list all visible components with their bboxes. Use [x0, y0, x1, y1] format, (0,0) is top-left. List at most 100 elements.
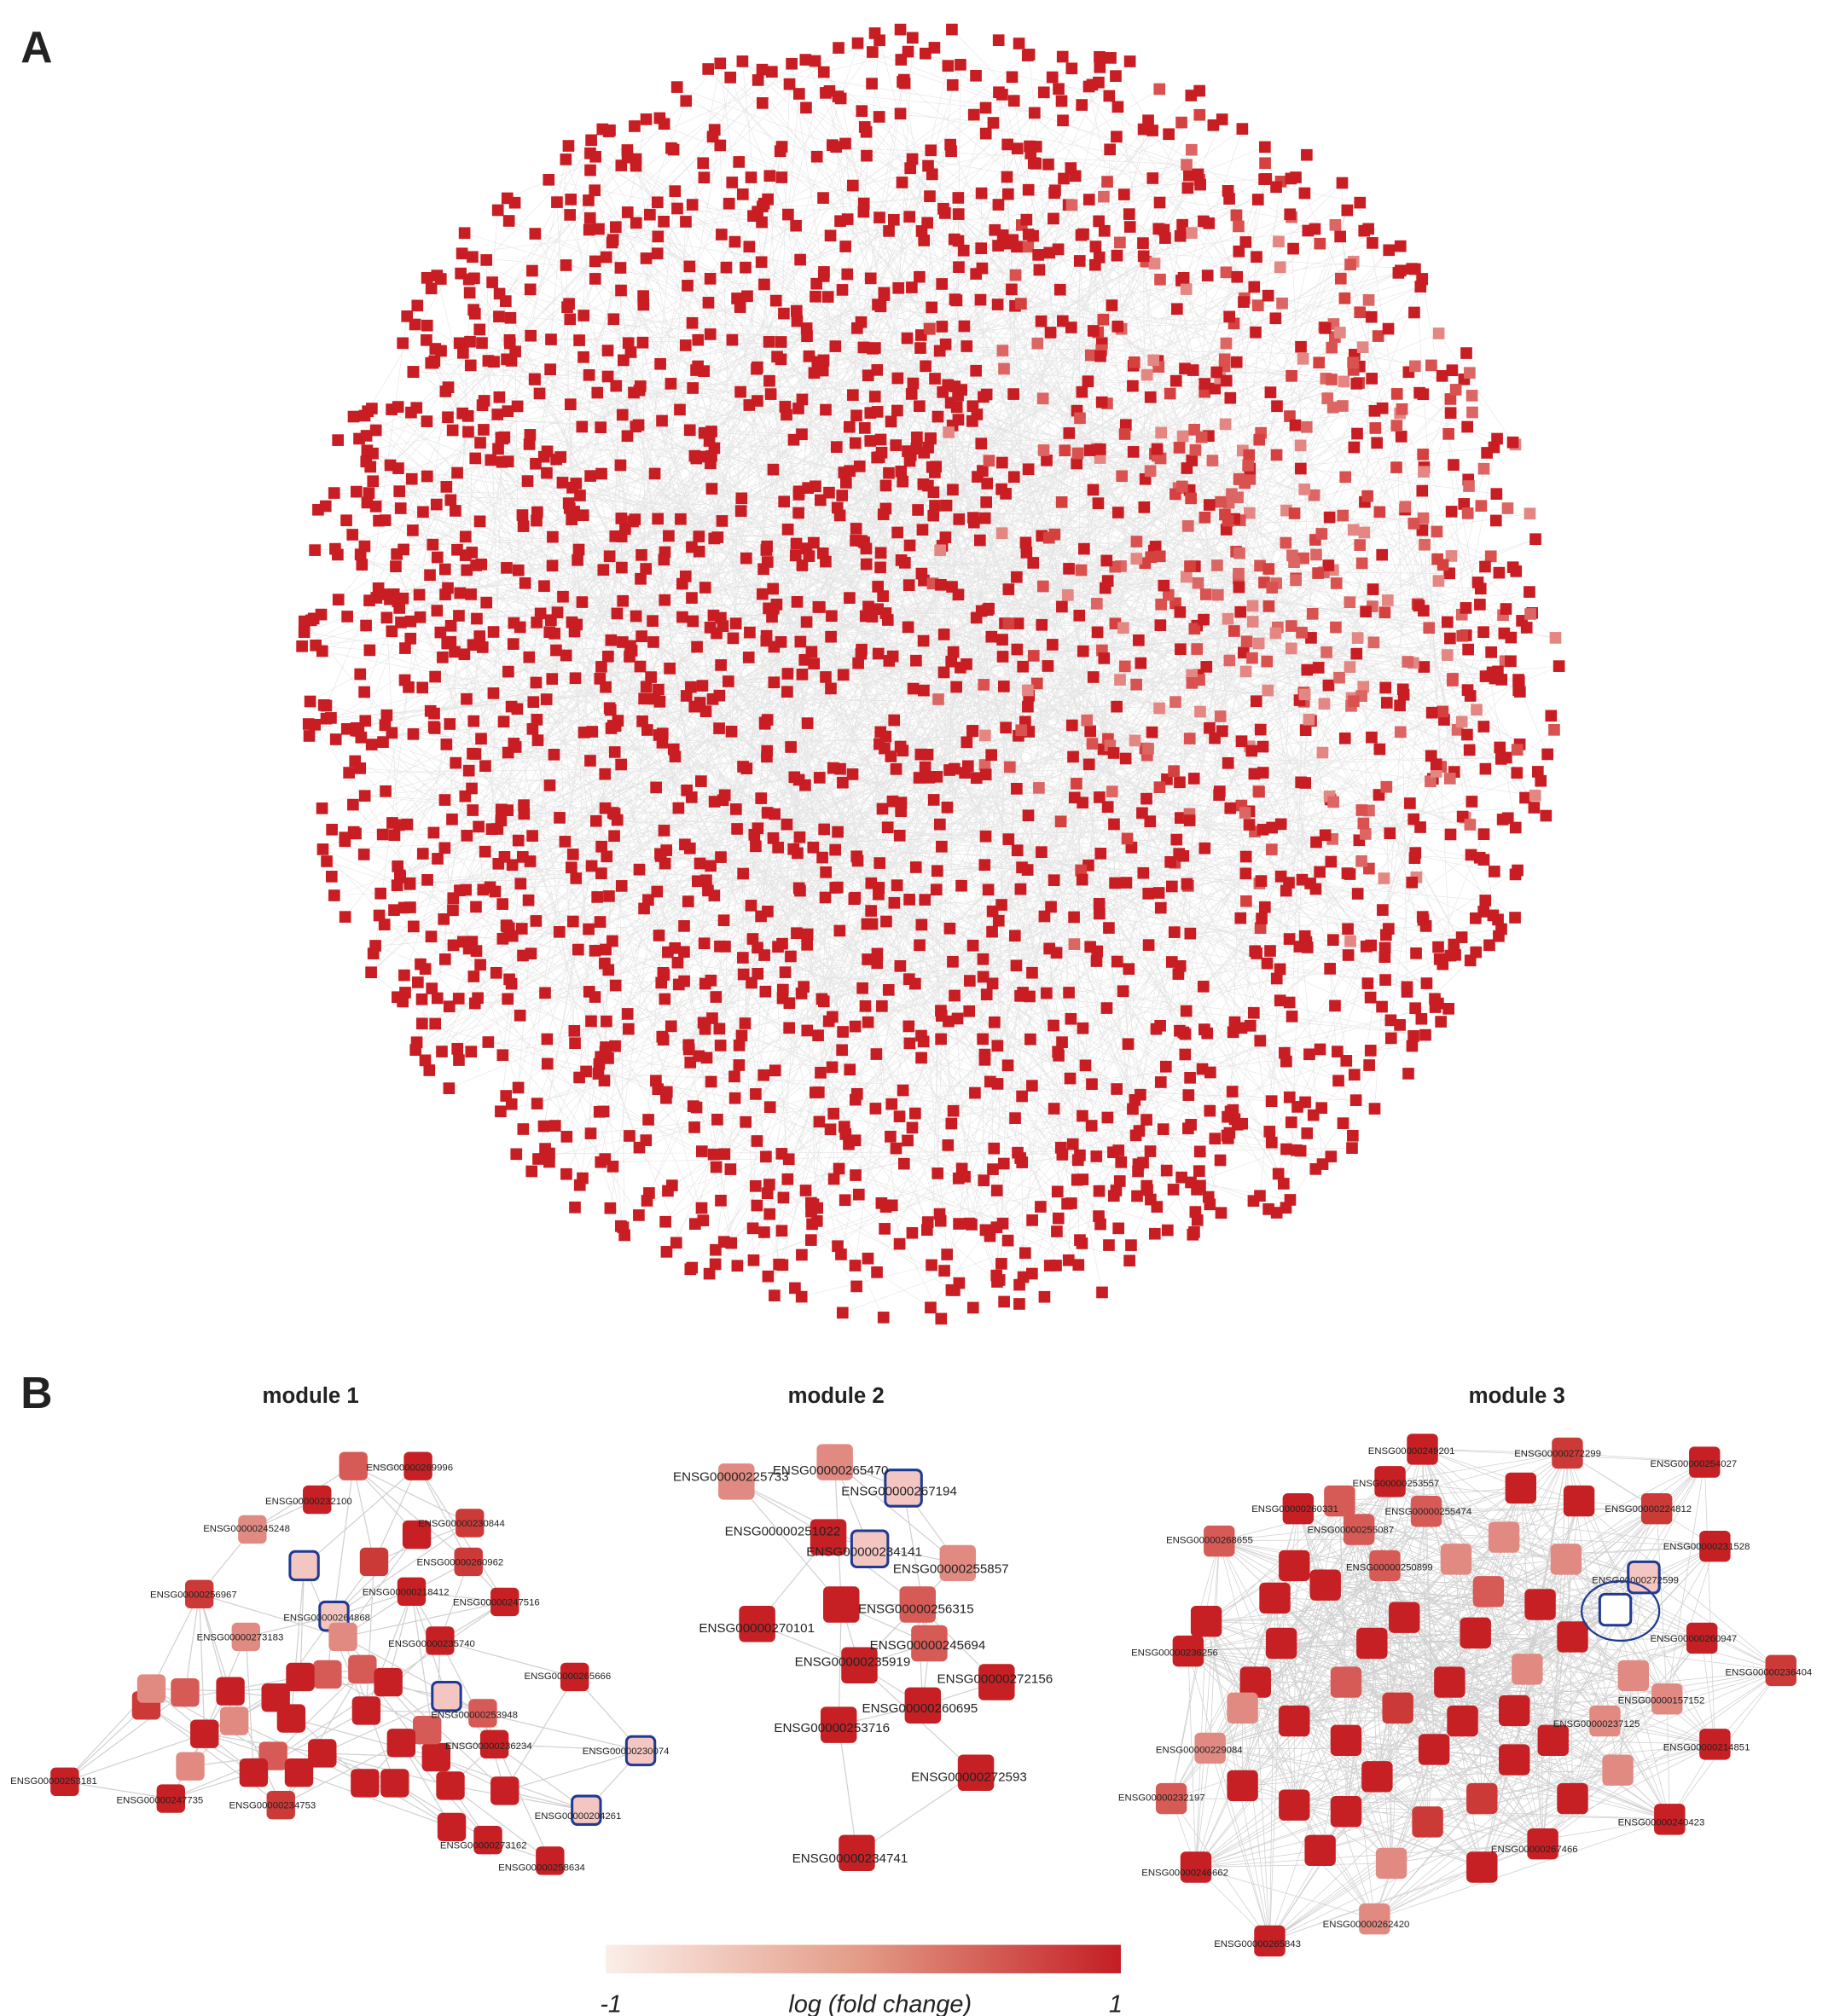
- node: [873, 211, 885, 223]
- node: [1100, 554, 1113, 567]
- node: [1007, 388, 1019, 400]
- node: [669, 185, 682, 197]
- node: [392, 462, 404, 474]
- node: [347, 410, 360, 423]
- node: [591, 386, 604, 399]
- node: [1103, 90, 1116, 102]
- node: [514, 621, 526, 634]
- node: [1765, 1654, 1796, 1687]
- node: [1617, 1660, 1650, 1692]
- node: [935, 578, 947, 591]
- node: [748, 828, 761, 841]
- node: [1270, 1207, 1283, 1219]
- node: [737, 867, 749, 880]
- node: [996, 651, 1009, 663]
- node: [903, 211, 915, 223]
- node: [440, 481, 453, 493]
- node: [1242, 459, 1254, 472]
- node: [609, 1040, 621, 1052]
- node: [1030, 158, 1042, 170]
- node: [1172, 1635, 1204, 1667]
- node: [538, 580, 550, 593]
- node: [1190, 1606, 1222, 1637]
- node: [839, 137, 851, 150]
- node: [502, 215, 515, 227]
- node: [890, 439, 902, 451]
- node: [1145, 551, 1158, 564]
- node-label: ENSG00000246662: [1141, 1868, 1228, 1879]
- node: [819, 891, 832, 904]
- node: [487, 626, 500, 638]
- node: [531, 506, 543, 518]
- node: [1008, 930, 1021, 942]
- node: [1314, 866, 1326, 878]
- node: [800, 616, 813, 629]
- node: [660, 1086, 673, 1098]
- node: [918, 684, 930, 697]
- node: [449, 646, 461, 658]
- node: [515, 923, 528, 935]
- node: [833, 42, 844, 54]
- node: [402, 1520, 432, 1550]
- node: [695, 1145, 708, 1157]
- node: [521, 475, 534, 487]
- node: [1083, 444, 1096, 456]
- node: [366, 403, 378, 414]
- node: [1444, 949, 1457, 962]
- node: [1220, 524, 1233, 536]
- node: [1285, 172, 1297, 185]
- node: [702, 63, 715, 75]
- node: [1368, 1103, 1381, 1115]
- node: [373, 514, 385, 527]
- node: [1407, 813, 1419, 826]
- node: [710, 991, 723, 1003]
- node: [1298, 688, 1311, 701]
- node: [1226, 1086, 1239, 1098]
- node: [879, 730, 892, 743]
- node: [1348, 441, 1361, 454]
- node: [667, 743, 680, 756]
- node: [1204, 1525, 1235, 1557]
- node: [1155, 1782, 1187, 1815]
- node: [1397, 688, 1410, 701]
- node: [1218, 353, 1231, 366]
- node: [624, 346, 637, 358]
- node: [1055, 95, 1068, 107]
- node: [1090, 955, 1103, 967]
- node: [652, 1083, 665, 1096]
- node: [715, 1194, 727, 1207]
- node: [1093, 215, 1105, 228]
- node: [328, 889, 340, 901]
- node: [1065, 1012, 1077, 1025]
- node: [525, 1165, 538, 1178]
- node: [566, 513, 578, 525]
- node: [585, 860, 598, 872]
- node: [440, 739, 453, 750]
- node: [231, 1622, 260, 1652]
- node: [924, 190, 936, 202]
- node: [1506, 436, 1519, 449]
- node: [906, 1226, 919, 1239]
- node: [1130, 536, 1143, 547]
- node: [1254, 723, 1267, 736]
- node: [808, 536, 820, 549]
- node: [893, 829, 906, 842]
- node: [763, 1101, 776, 1114]
- node-label: ENSG00000260331: [1251, 1504, 1338, 1515]
- node: [785, 741, 797, 753]
- node: [1263, 1126, 1276, 1138]
- node: [1304, 1834, 1336, 1866]
- node: [1082, 375, 1094, 388]
- node: [1209, 1133, 1222, 1144]
- node: [1013, 1278, 1025, 1291]
- node: [304, 695, 316, 708]
- node: [517, 1123, 530, 1135]
- node: [1308, 489, 1320, 501]
- node: [978, 1053, 991, 1066]
- node: [546, 559, 559, 572]
- node: [768, 676, 781, 689]
- node: [749, 1180, 762, 1192]
- node: [688, 1121, 700, 1133]
- node: [1253, 433, 1266, 446]
- node: [918, 235, 931, 246]
